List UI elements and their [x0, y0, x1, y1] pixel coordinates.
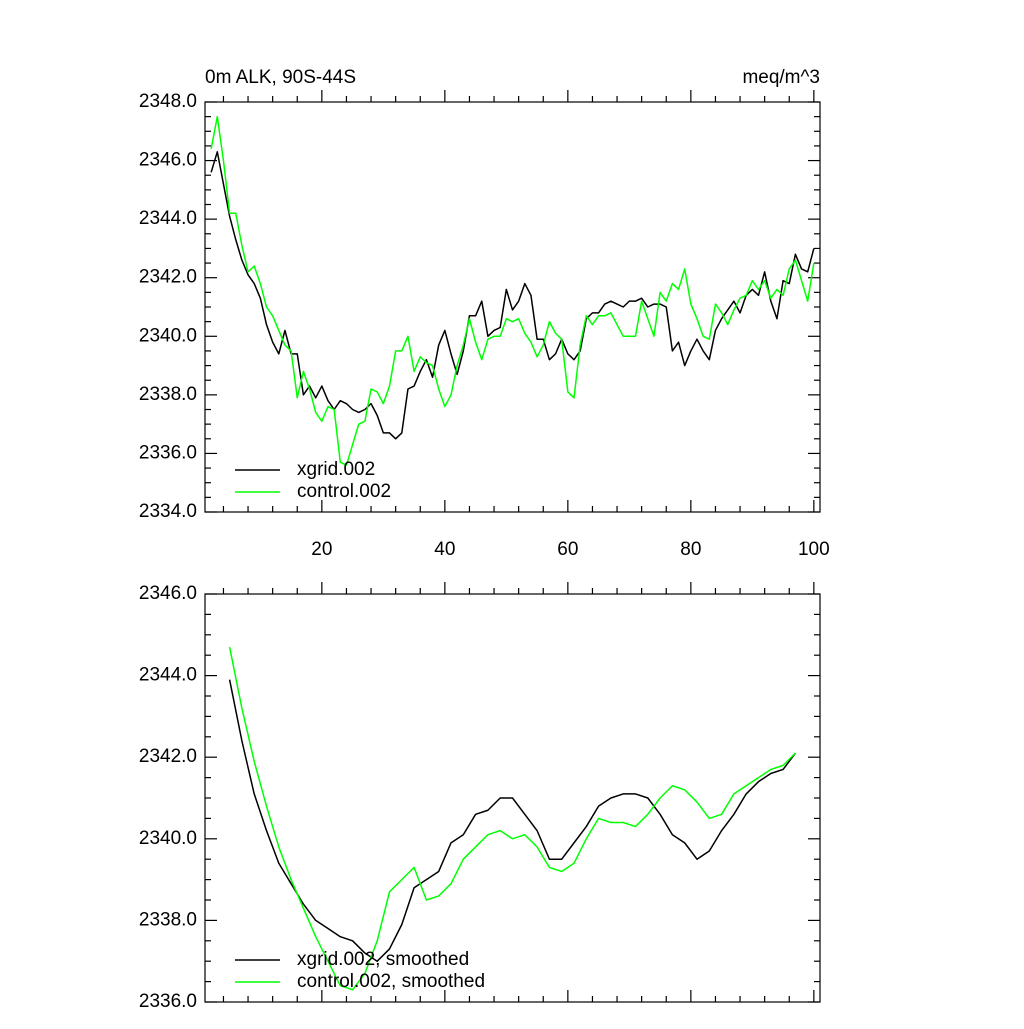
y-tick-label: 2340.0 [139, 828, 197, 849]
x-tick-label: 100 [798, 539, 830, 560]
y-tick-label: 2344.0 [139, 665, 197, 686]
x-tick-label: 80 [680, 539, 701, 560]
units-label: meq/m^3 [742, 67, 820, 88]
y-tick-label: 2336.0 [139, 991, 197, 1012]
series-line [210, 115, 815, 466]
y-tick-label: 2342.0 [139, 746, 197, 767]
y-tick-label: 2348.0 [139, 91, 197, 112]
y-tick-label: 2338.0 [139, 909, 197, 930]
legend-label: control.002 [297, 481, 391, 502]
series-line [228, 679, 796, 962]
legend-label: xgrid.002, smoothed [297, 949, 469, 970]
chart-title: 0m ALK, 90S-44S [205, 67, 356, 88]
y-tick-label: 2342.0 [139, 267, 197, 288]
x-tick-label: 40 [434, 539, 455, 560]
y-tick-label: 2340.0 [139, 325, 197, 346]
y-tick-label: 2346.0 [139, 150, 197, 171]
y-tick-label: 2346.0 [139, 583, 197, 604]
legend-label: control.002, smoothed [297, 971, 485, 992]
x-tick-label: 20 [311, 539, 332, 560]
x-tick-label: 60 [557, 539, 578, 560]
series-line [228, 646, 796, 991]
y-tick-label: 2336.0 [139, 442, 197, 463]
legend-label: xgrid.002 [297, 459, 375, 480]
y-tick-label: 2334.0 [139, 501, 197, 522]
series-line [210, 151, 815, 440]
y-tick-label: 2338.0 [139, 384, 197, 405]
y-tick-label: 2344.0 [139, 208, 197, 229]
